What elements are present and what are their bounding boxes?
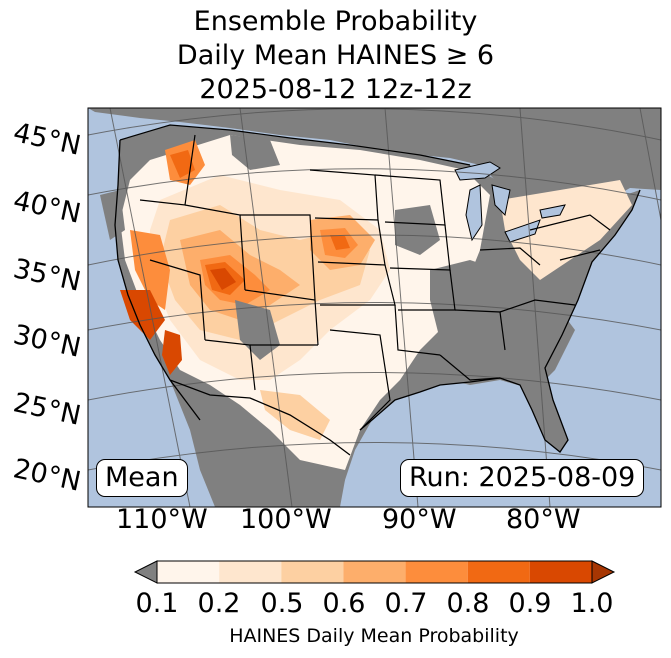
title-line-2: Daily Mean HAINES ≥ 6 bbox=[176, 40, 495, 71]
colorbar-over-arrow bbox=[591, 560, 616, 584]
lon-label-90: 90°W bbox=[382, 504, 457, 535]
colorbar-under-arrow bbox=[133, 560, 158, 584]
colorbar-tick: 0.2 bbox=[197, 588, 241, 619]
colorbar-segment bbox=[405, 561, 468, 583]
great-lakes bbox=[454, 161, 566, 243]
colorbar-label: HAINES Daily Mean Probability bbox=[229, 625, 519, 647]
lon-label-80: 80°W bbox=[506, 504, 581, 535]
canada-land bbox=[88, 108, 661, 225]
colorbar-segment bbox=[467, 561, 530, 583]
map-frame bbox=[87, 107, 662, 508]
mexico-land bbox=[170, 380, 345, 507]
colorbar-segment bbox=[157, 561, 220, 583]
statistic-label: Mean bbox=[96, 459, 188, 497]
title-line-1: Ensemble Probability bbox=[193, 6, 478, 37]
colorbar-segment bbox=[529, 561, 592, 583]
lon-label-100: 100°W bbox=[240, 504, 332, 535]
colorbar-tick: 0.8 bbox=[446, 588, 490, 619]
colorbar-tick: 0.5 bbox=[260, 588, 304, 619]
colorbar-frame bbox=[156, 560, 593, 584]
colorbar-segment bbox=[219, 561, 282, 583]
colorbar-tick: 0.6 bbox=[322, 588, 366, 619]
colorbar-segment bbox=[343, 561, 406, 583]
run-date-label: Run: 2025-08-09 bbox=[400, 459, 645, 497]
graticule bbox=[88, 108, 661, 507]
colorbar-tick: 1.0 bbox=[570, 588, 614, 619]
lon-label-110: 110°W bbox=[116, 504, 208, 535]
title-line-3: 2025-08-12 12z-12z bbox=[199, 74, 472, 105]
coastline bbox=[114, 139, 641, 456]
state-borders bbox=[119, 124, 611, 431]
colorbar-tick: 0.9 bbox=[508, 588, 552, 619]
colorbar-tick: 0.7 bbox=[384, 588, 428, 619]
colorbar-tick: 0.1 bbox=[135, 588, 179, 619]
colorbar-segment bbox=[281, 561, 344, 583]
